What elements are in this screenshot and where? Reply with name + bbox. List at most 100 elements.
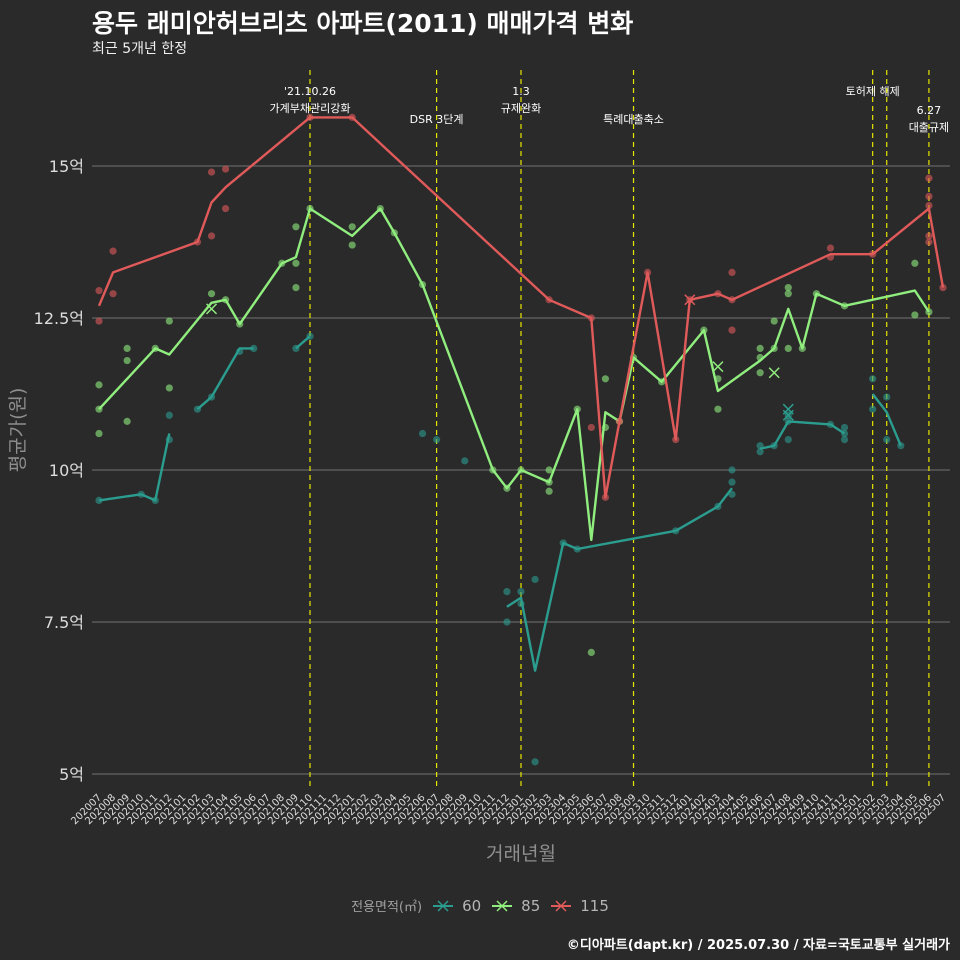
data-point-60 <box>840 436 849 444</box>
legend-key-115 <box>551 899 572 912</box>
data-point-85 <box>123 344 131 352</box>
chart-title: 용두 래미안허브리츠 아파트(2011) 매매가격 변화 <box>92 9 634 38</box>
cross-marker-85 <box>768 367 780 379</box>
y-tick-label: 12.5억 <box>34 309 84 328</box>
data-point-85 <box>756 344 764 352</box>
data-point-85 <box>95 429 103 438</box>
event-label: 특례대출축소 <box>603 113 664 126</box>
data-point-85 <box>784 344 792 352</box>
cross-marker-85 <box>206 303 218 315</box>
data-point-60 <box>461 457 469 465</box>
cross-marker-115 <box>684 294 696 306</box>
series-line-60 <box>196 347 254 411</box>
data-point-60 <box>250 344 258 352</box>
event-label: 토허제 해제 <box>846 84 900 98</box>
series-line-115 <box>97 116 945 499</box>
data-point-85 <box>165 384 173 392</box>
event-label: '21.10.26 <box>284 85 336 98</box>
data-point-115 <box>728 326 736 334</box>
series-line-60 <box>506 487 733 672</box>
event-label: 6.27 <box>917 104 942 117</box>
data-point-60 <box>531 575 539 584</box>
data-point-85 <box>784 290 792 298</box>
data-point-85 <box>348 241 356 249</box>
data-point-85 <box>770 317 778 325</box>
data-point-60 <box>728 478 736 486</box>
legend-title: 전용면적(㎡) <box>351 900 423 915</box>
y-tick-label: 15억 <box>49 157 84 176</box>
legend-item-115: 115 <box>550 897 609 915</box>
series-line-60 <box>98 433 171 502</box>
data-point-85 <box>784 284 792 292</box>
data-point-85 <box>348 223 356 231</box>
data-point-85 <box>714 405 722 413</box>
data-point-115 <box>95 317 103 325</box>
series-line-60 <box>871 393 902 447</box>
data-point-60 <box>756 448 764 456</box>
data-point-115 <box>925 232 933 240</box>
data-point-60 <box>728 466 736 474</box>
data-point-85 <box>545 487 553 495</box>
event-label: 규제완화 <box>501 102 541 115</box>
data-point-60 <box>883 393 891 401</box>
data-point-85 <box>292 223 300 231</box>
data-point-115 <box>925 238 933 246</box>
data-point-85 <box>123 417 131 425</box>
series-line-85 <box>98 207 930 542</box>
data-point-60 <box>531 758 539 766</box>
series-line-60 <box>759 420 846 450</box>
source-caption: ©디아파트(dapt.kr) / 2025.07.30 / 자료=국토교통부 실… <box>566 938 950 953</box>
legend-item-60: 60 <box>432 897 481 915</box>
data-point-85 <box>545 466 553 474</box>
event-label: DSR 3단계 <box>410 113 464 126</box>
data-point-115 <box>207 232 216 240</box>
event-label: 1.3 <box>512 85 530 98</box>
event-label: 대출규제 <box>909 121 949 134</box>
data-point-85 <box>587 648 595 657</box>
data-point-115 <box>826 244 835 252</box>
data-point-85 <box>207 290 216 298</box>
data-point-60 <box>869 405 877 413</box>
data-point-60 <box>840 423 849 432</box>
data-point-60 <box>503 588 511 596</box>
data-point-60 <box>165 411 173 419</box>
x-axis-title: 거래년월 <box>486 843 556 865</box>
data-point-60 <box>784 436 792 444</box>
data-point-115 <box>207 168 216 176</box>
data-point-85 <box>601 375 610 383</box>
data-point-60 <box>869 375 877 383</box>
data-point-115 <box>95 287 103 295</box>
legend-key-85 <box>492 899 513 912</box>
data-point-85 <box>123 356 131 365</box>
data-point-115 <box>728 268 736 276</box>
y-tick-label: 5억 <box>59 765 84 784</box>
data-point-60 <box>433 436 441 444</box>
y-axis-title: 평균가(원) <box>7 388 29 473</box>
chart-subtitle: 최근 5개년 한정 <box>92 41 188 57</box>
data-point-115 <box>109 247 117 255</box>
event-label: 가계부채관리강화 <box>270 102 351 115</box>
data-point-115 <box>109 290 117 298</box>
legend-label-60: 60 <box>462 896 482 915</box>
series-line-60 <box>295 335 311 350</box>
data-point-115 <box>222 204 230 213</box>
data-point-85 <box>292 259 300 267</box>
legend-label-115: 115 <box>580 896 609 915</box>
data-point-60 <box>418 429 427 438</box>
data-point-85 <box>165 317 173 325</box>
data-point-60 <box>728 490 736 498</box>
data-point-115 <box>925 174 933 182</box>
data-point-85 <box>756 369 764 377</box>
y-tick-label: 7.5억 <box>44 613 84 632</box>
legend-item-85: 85 <box>491 897 540 915</box>
data-point-115 <box>925 201 933 210</box>
data-point-60 <box>883 436 891 444</box>
data-point-115 <box>587 423 595 432</box>
data-point-85 <box>911 311 919 319</box>
data-point-115 <box>222 165 230 173</box>
cross-marker-60 <box>782 403 794 415</box>
legend: 전용면적(㎡) 60 85 115 <box>0 896 960 916</box>
data-point-85 <box>95 381 103 389</box>
